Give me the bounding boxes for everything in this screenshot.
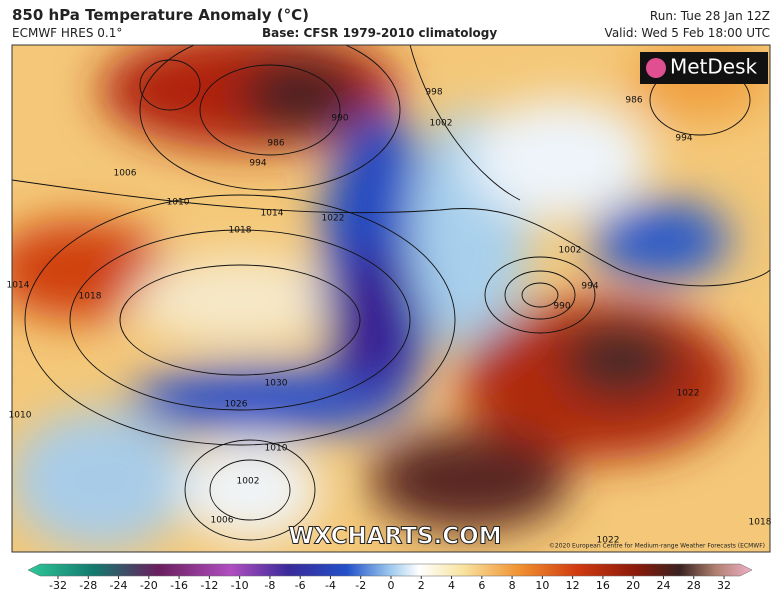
isobar-label: 1018 xyxy=(79,292,102,302)
colorbar xyxy=(27,563,753,577)
colorbar-label: -32 xyxy=(49,579,67,592)
isobar-label: 1014 xyxy=(261,209,284,219)
colorbar-label: 20 xyxy=(626,579,640,592)
logo: MetDesk xyxy=(670,55,758,79)
isobar-label: 1002 xyxy=(430,119,453,129)
valid: Valid: Wed 5 Feb 18:00 UTC xyxy=(604,26,770,40)
isobar-label: 1022 xyxy=(322,214,345,224)
isobar-label: 1002 xyxy=(559,246,582,256)
colorbar-label: -8 xyxy=(264,579,275,592)
credit: ©2020 European Centre for Medium-range W… xyxy=(549,543,765,550)
isobar-label: 1014 xyxy=(7,281,30,291)
watermark: WXCHARTS.COM xyxy=(288,524,501,550)
colorbar-label: -20 xyxy=(140,579,158,592)
colorbar-label: -4 xyxy=(325,579,336,592)
isobar-label: 1022 xyxy=(597,536,620,546)
colorbar-label: 4 xyxy=(448,579,455,592)
colorbar-label: 6 xyxy=(478,579,485,592)
colorbar-label: 28 xyxy=(687,579,701,592)
anomaly-field xyxy=(12,45,770,552)
isobar-label: 1026 xyxy=(225,400,248,410)
isobar-label: 986 xyxy=(625,96,642,106)
isobar-label: 990 xyxy=(553,302,570,312)
isobar-label: 998 xyxy=(425,88,442,98)
isobar-label: 1006 xyxy=(211,516,234,526)
isobar-label: 1010 xyxy=(265,444,288,454)
model: ECMWF HRES 0.1° xyxy=(12,26,123,40)
colorbar-label: 10 xyxy=(535,579,549,592)
isobar-label: 1002 xyxy=(237,477,260,487)
isobar-label: 994 xyxy=(675,134,692,144)
isobar-label: 986 xyxy=(267,139,284,149)
colorbar-label: -2 xyxy=(355,579,366,592)
colorbar-label: -12 xyxy=(200,579,218,592)
isobar-label: 1010 xyxy=(167,198,190,208)
title: 850 hPa Temperature Anomaly (°C) xyxy=(12,6,309,24)
run: Run: Tue 28 Jan 12Z xyxy=(649,9,770,23)
colorbar-label: 24 xyxy=(656,579,670,592)
colorbar-label: 12 xyxy=(566,579,580,592)
colorbar-label: 32 xyxy=(717,579,731,592)
isobar-label: 1006 xyxy=(114,169,137,179)
base: Base: CFSR 1979-2010 climatology xyxy=(262,26,498,40)
colorbar-label: -28 xyxy=(79,579,97,592)
colorbar-label: 8 xyxy=(509,579,516,592)
colorbar-label: -6 xyxy=(295,579,306,592)
isobar-label: 1030 xyxy=(265,379,288,389)
isobar-label: 1022 xyxy=(677,389,700,399)
isobar-label: 994 xyxy=(249,159,266,169)
logo-icon xyxy=(646,58,666,78)
isobar-label: 990 xyxy=(331,114,348,124)
isobar-label: 1010 xyxy=(9,411,32,421)
isobar-label: 1018 xyxy=(749,518,772,528)
colorbar-label: 2 xyxy=(418,579,425,592)
colorbar-label: -24 xyxy=(110,579,128,592)
map-frame xyxy=(11,44,771,553)
colorbar-label: 16 xyxy=(596,579,610,592)
colorbar-label: -16 xyxy=(170,579,188,592)
colorbar-label: 0 xyxy=(388,579,395,592)
colorbar-label: -10 xyxy=(231,579,249,592)
isobar-label: 1018 xyxy=(229,226,252,236)
isobar-label: 994 xyxy=(581,282,598,292)
